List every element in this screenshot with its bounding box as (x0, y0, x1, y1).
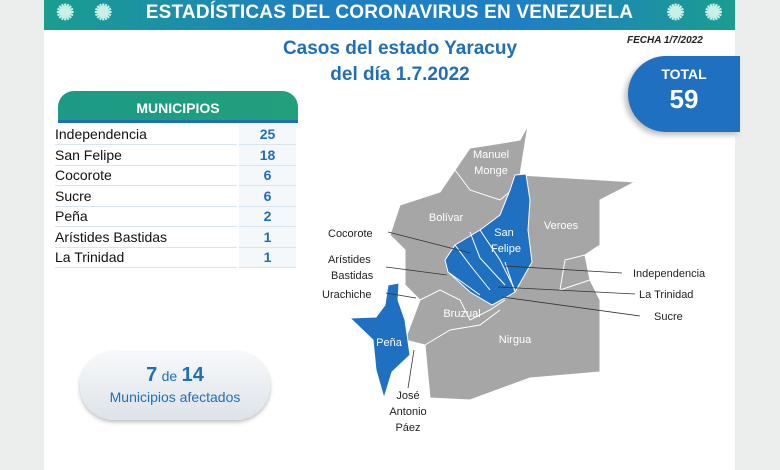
callout-urachiche: Urachiche (322, 289, 372, 301)
title-line-1: Casos del estado Yaracuy (282, 38, 518, 59)
callout-paez: Páez (395, 422, 420, 434)
affected-badge: 7 de 14 Municipios afectados (80, 352, 270, 420)
municipios-header: MUNICIPIOS (58, 91, 298, 123)
virus-icon: ✺ (94, 0, 113, 25)
region-pena (348, 282, 411, 400)
municipio-name: Cocorote (55, 165, 238, 186)
page-title: Casos del estado Yaracuy del día 1.7.202… (250, 36, 550, 88)
total-label: TOTAL (661, 66, 707, 82)
callout-independencia: Independencia (633, 268, 706, 280)
total-value: 59 (669, 84, 699, 114)
municipio-name: Arístides Bastidas (55, 226, 238, 248)
municipio-name: Independencia (55, 124, 238, 145)
region-san-felipe (444, 173, 533, 306)
municipio-name: Sucre (55, 185, 238, 207)
municipio-cases: 6 (237, 165, 296, 186)
affected-label: Municipios afectados (109, 389, 241, 405)
label-bolivar: Bolívar (429, 212, 464, 224)
municipio-cases: 18 (237, 144, 296, 166)
table-row: Sucre 6 (55, 185, 296, 207)
label-nirgua: Nirgua (499, 334, 532, 346)
table-row: San Felipe 18 (55, 144, 296, 166)
label-san: San (494, 227, 514, 239)
callout-bastidas: Bastidas (331, 270, 374, 282)
callout-jose: José (396, 390, 419, 402)
title-line-2: del día 1.7.2022 (330, 64, 470, 85)
municipio-cases: 25 (237, 124, 296, 145)
label-bruzual: Bruzual (443, 308, 480, 320)
municipio-name: La Trinidad (55, 247, 238, 268)
callout-sucre: Sucre (654, 311, 683, 323)
municipio-cases: 1 (237, 226, 296, 248)
callout-cocorote: Cocorote (328, 228, 373, 240)
municipio-cases: 2 (237, 206, 296, 227)
date-label: FECHA 1/7/2022 (627, 35, 703, 46)
virus-icon: ✺ (666, 0, 685, 25)
callout-la-trinidad: La Trinidad (639, 289, 693, 301)
affected-total: 14 (181, 364, 204, 386)
callout-antonio: Antonio (389, 406, 426, 418)
virus-icon: ✺ (56, 0, 75, 25)
label-pena: Peña (376, 337, 403, 349)
banner-title: ESTADÍSTICAS DEL CORONAVIRUS EN VENEZUEL… (145, 2, 634, 23)
label-felipe: Felipe (491, 243, 521, 255)
label-manuel: Manuel (473, 149, 509, 161)
table-row: Arístides Bastidas 1 (55, 226, 296, 248)
banner: ✺ ✺ ESTADÍSTICAS DEL CORONAVIRUS EN VENE… (44, 0, 735, 30)
municipios-table: Independencia 25 San Felipe 18 Cocorote 6 Sucr… (55, 124, 296, 268)
total-badge: TOTAL 59 (628, 56, 740, 132)
label-monge: Monge (474, 165, 508, 177)
municipio-cases: 1 (237, 247, 296, 268)
municipio-cases: 6 (237, 185, 296, 207)
affected-of: de (161, 368, 178, 384)
table-row: La Trinidad 1 (55, 247, 296, 268)
table-row: Independencia 25 (55, 124, 296, 145)
municipio-name: Peña (55, 206, 238, 227)
table-row: Cocorote 6 (55, 165, 296, 186)
municipio-name: San Felipe (55, 144, 238, 166)
callout-aristides: Arístides (328, 254, 371, 266)
virus-icon: ✺ (704, 0, 723, 25)
table-row: Peña 2 (55, 206, 296, 227)
affected-count: 7 (146, 364, 158, 386)
label-veroes: Veroes (544, 220, 579, 232)
